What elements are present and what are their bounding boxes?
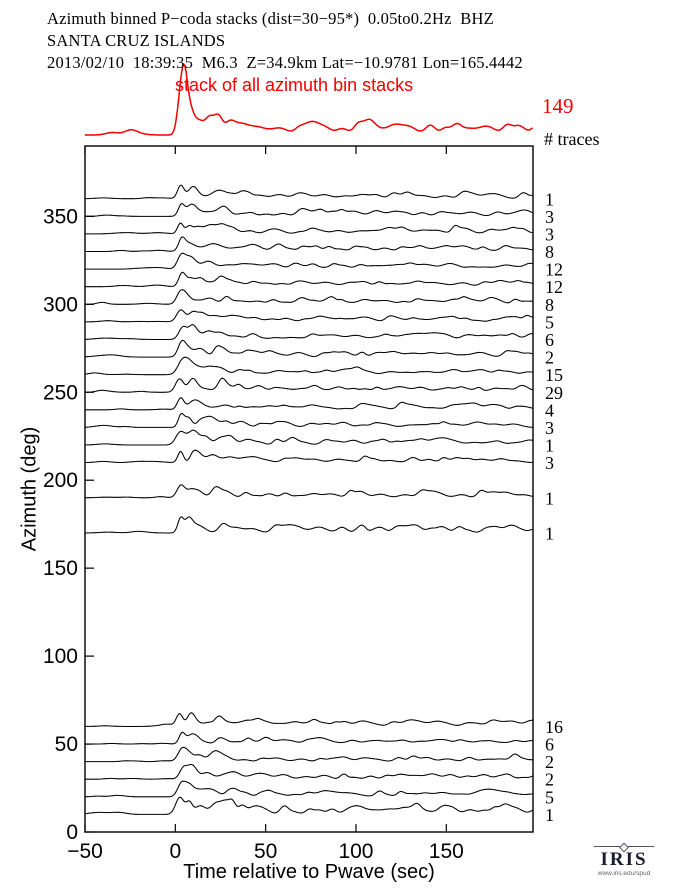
y-tick-label: 350 <box>43 205 78 228</box>
trace-count-label: 2 <box>545 348 554 368</box>
trace-count-label: 2 <box>545 752 554 772</box>
seismic-trace <box>84 429 533 446</box>
seismic-trace <box>85 236 533 253</box>
trace-count-label: 6 <box>545 735 554 755</box>
x-tick-label: −50 <box>67 840 103 863</box>
stack-trace-path <box>85 63 534 136</box>
x-tick-label: 0 <box>169 840 181 863</box>
y-tick-label: 100 <box>43 645 78 668</box>
seismic-trace <box>84 339 533 358</box>
trace-count-label: 3 <box>545 207 554 227</box>
seismic-trace <box>85 484 533 499</box>
traces-count-heading: # traces <box>544 129 600 149</box>
title-line-1: Azimuth binned P−coda stacks (dist=30−95… <box>47 9 494 28</box>
trace-count-label: 3 <box>545 453 554 473</box>
iris-logo-ornament <box>586 842 662 853</box>
plot-box <box>84 145 534 833</box>
y-tick-label: 0 <box>66 821 78 844</box>
trace-count-label: 16 <box>545 717 563 737</box>
trace-count-label: 2 <box>545 770 554 790</box>
trace-count-label: 3 <box>545 224 554 244</box>
trace-count-label: 5 <box>545 312 554 332</box>
trace-count-label: 5 <box>545 787 554 807</box>
seismic-trace <box>85 746 533 763</box>
x-tick-label: 150 <box>429 840 464 863</box>
iris-logo-url: www.iris.edu/spud <box>597 870 651 877</box>
trace-count-label: 1 <box>545 436 554 456</box>
seismic-trace <box>84 203 533 217</box>
seismic-trace <box>85 252 533 270</box>
iris-logo: IRIS www.iris.edu/spud <box>586 842 662 877</box>
stack-trace-count: 149 <box>542 94 574 118</box>
seismic-trace <box>85 222 533 235</box>
trace-count-label: 1 <box>545 805 554 825</box>
y-tick-label: 200 <box>43 469 78 492</box>
trace-count-label: 8 <box>545 295 554 315</box>
seismic-trace <box>84 712 533 728</box>
seismic-trace <box>84 449 533 464</box>
seismic-trace <box>85 377 533 393</box>
y-tick-label: 300 <box>43 293 78 316</box>
trace-count-label: 12 <box>545 260 563 280</box>
x-tick-label: 50 <box>254 840 277 863</box>
seismic-trace <box>84 324 533 341</box>
seismic-trace <box>85 271 533 288</box>
seismic-trace <box>85 397 533 411</box>
seismic-trace <box>84 780 533 798</box>
title-line-3: 2013/02/10 18:39:35 M6.3 Z=34.9km Lat=−1… <box>47 53 523 72</box>
iris-logo-text: IRIS <box>600 849 648 870</box>
seismic-trace <box>84 412 533 428</box>
stack-trace-label: stack of all azimuth bin stacks <box>175 75 414 95</box>
y-axis-label: Azimuth (deg) <box>18 426 41 552</box>
trace-count-label: 3 <box>545 418 554 438</box>
trace-count-label: 12 <box>545 277 563 297</box>
seismic-trace <box>85 289 533 305</box>
seismic-trace <box>84 796 533 815</box>
seismic-trace <box>85 731 533 745</box>
y-tick-label: 50 <box>55 733 78 756</box>
trace-count-label: 15 <box>545 365 563 385</box>
seismic-trace <box>85 763 533 780</box>
trace-count-label: 29 <box>545 383 563 403</box>
trace-count-label: 1 <box>545 488 554 508</box>
trace-count-label: 6 <box>545 330 554 350</box>
seismic-trace <box>85 309 533 323</box>
seismic-trace <box>84 356 533 376</box>
seismic-trace <box>84 184 533 200</box>
trace-count-label: 4 <box>545 400 554 420</box>
title-line-2: SANTA CRUZ ISLANDS <box>47 31 226 50</box>
seismic-trace <box>85 516 533 534</box>
trace-count-label: 1 <box>545 523 554 543</box>
y-tick-label: 250 <box>43 381 78 404</box>
x-axis-label: Time relative to Pwave (sec) <box>183 861 435 883</box>
trace-count-label: 1 <box>545 189 554 209</box>
trace-count-label: 8 <box>545 242 554 262</box>
y-tick-label: 150 <box>43 557 78 580</box>
x-tick-label: 100 <box>338 840 373 863</box>
